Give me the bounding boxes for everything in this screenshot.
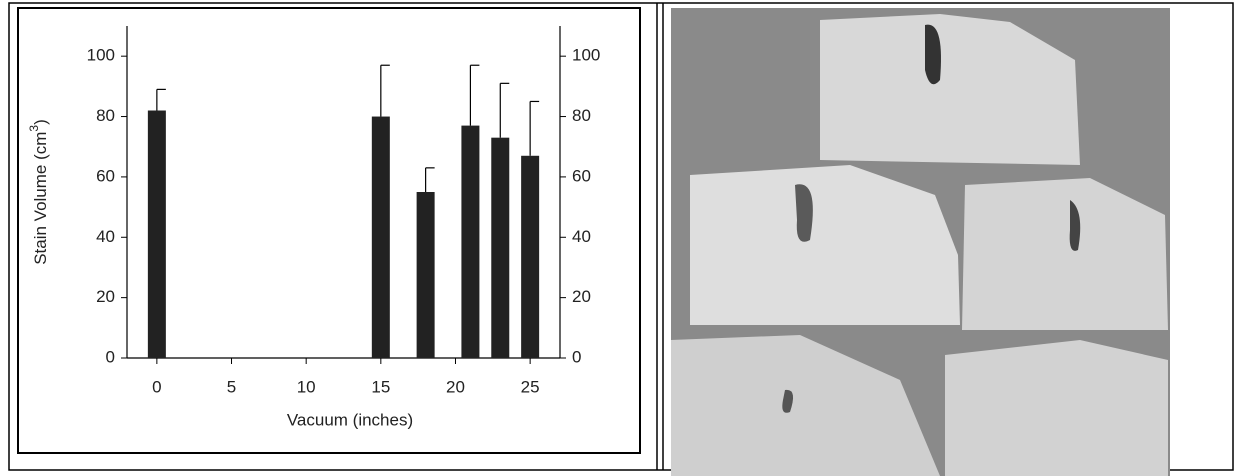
bar	[461, 126, 479, 358]
y2-tick-label: 20	[572, 287, 591, 306]
bar	[417, 192, 435, 358]
x-tick-label: 25	[521, 377, 540, 396]
bar	[148, 111, 166, 358]
photo	[671, 8, 1170, 476]
x-tick-label: 5	[227, 377, 236, 396]
x-tick-label: 15	[371, 377, 390, 396]
y-axis-label: Stain Volume (cm3)	[27, 119, 50, 265]
x-tick-label: 20	[446, 377, 465, 396]
x-tick-label: 10	[297, 377, 316, 396]
bar	[372, 117, 390, 358]
y-tick-label: 40	[96, 227, 115, 246]
y-tick-label: 0	[106, 347, 115, 366]
y2-tick-label: 80	[572, 106, 591, 125]
y-axis-label-end: )	[31, 119, 50, 125]
y-axis-label-text: Stain Volume (cm	[31, 132, 50, 265]
figure: Vacuum (inches) Stain Volume (cm3) 0 20 40…	[0, 0, 1240, 476]
chart: Vacuum (inches) Stain Volume (cm3) 0 20 40…	[0, 0, 1240, 476]
y-tick-label: 60	[96, 166, 115, 185]
y2-tick-label: 0	[572, 347, 581, 366]
bar	[521, 156, 539, 358]
y-tick-label: 100	[87, 46, 115, 65]
y2-tick-label: 40	[572, 227, 591, 246]
y-tick-label: 20	[96, 287, 115, 306]
x-tick-label: 0	[152, 377, 161, 396]
y2-tick-label: 60	[572, 166, 591, 185]
bar	[491, 138, 509, 358]
y2-tick-label: 100	[572, 46, 600, 65]
y-tick-label: 80	[96, 106, 115, 125]
x-axis-label: Vacuum (inches)	[287, 410, 413, 429]
